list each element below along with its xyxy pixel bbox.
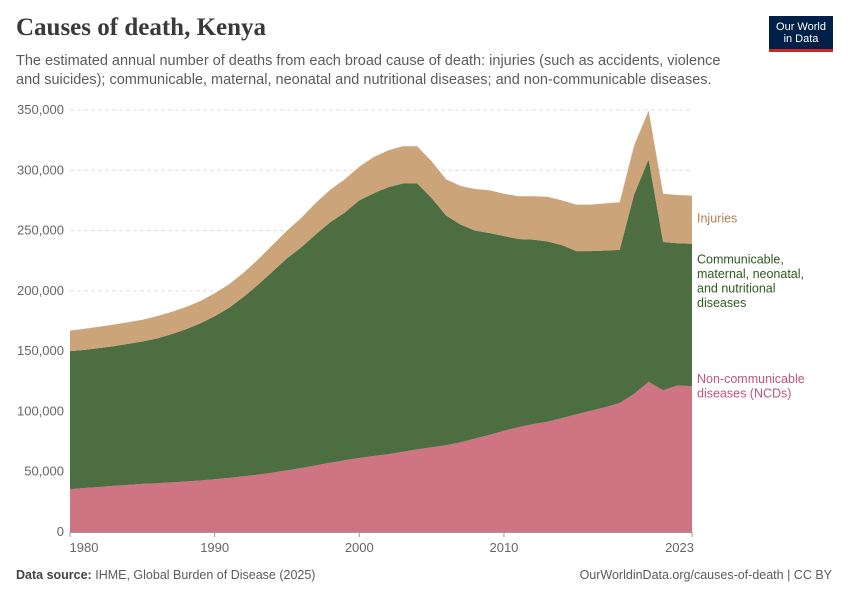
y-tick-label: 200,000 — [17, 283, 64, 298]
source-label: Data source: — [16, 568, 92, 582]
chart-title: Causes of death, Kenya — [16, 14, 267, 41]
x-tick-label: 2010 — [489, 540, 518, 555]
stacked-area-chart[interactable]: 0 50,000 100,000 150,000 200,000 250,000 300,0… — [0, 0, 850, 560]
logo-line-2: in Data — [783, 32, 819, 45]
legend-label-1: diseases — [697, 296, 746, 310]
x-tick-label: 2023 — [665, 540, 694, 555]
y-tick-label: 250,000 — [17, 223, 64, 238]
axes: 0 50,000 100,000 150,000 200,000 250,000 300,0… — [17, 102, 694, 555]
legend-label-0: Non-communicable — [697, 372, 805, 386]
legend-label-1: and nutritional — [697, 281, 776, 295]
legend-label-1: Communicable, — [697, 252, 784, 266]
y-tick-label: 350,000 — [17, 102, 64, 117]
footer-url[interactable]: OurWorldinData.org/causes-of-death | CC … — [579, 568, 832, 582]
legend-label-2: Injuries — [697, 212, 737, 226]
area-series[interactable] — [70, 110, 692, 532]
area-series-2[interactable] — [70, 110, 692, 352]
y-tick-label: 150,000 — [17, 343, 64, 358]
y-tick-label: 300,000 — [17, 162, 64, 177]
y-tick-label: 100,000 — [17, 403, 64, 418]
x-tick-label: 1990 — [200, 540, 229, 555]
logo-line-1: Our World — [776, 20, 826, 33]
source-text: IHME, Global Burden of Disease (2025) — [95, 568, 316, 582]
area-series-0[interactable] — [70, 381, 692, 532]
y-tick-label: 50,000 — [24, 464, 64, 479]
area-series-1[interactable] — [70, 159, 692, 490]
y-tick-label: 0 — [57, 524, 64, 539]
owid-logo[interactable]: Our World in Data — [769, 16, 833, 52]
chart-subtitle: The estimated annual number of deaths fr… — [16, 53, 721, 88]
legend-label-1: maternal, neonatal, — [697, 267, 804, 281]
x-tick-label: 1980 — [70, 540, 99, 555]
x-tick-label: 2000 — [345, 540, 374, 555]
footer-source: Data source: IHME, Global Burden of Dise… — [16, 568, 315, 582]
legend-label-0: diseases (NCDs) — [697, 386, 791, 400]
